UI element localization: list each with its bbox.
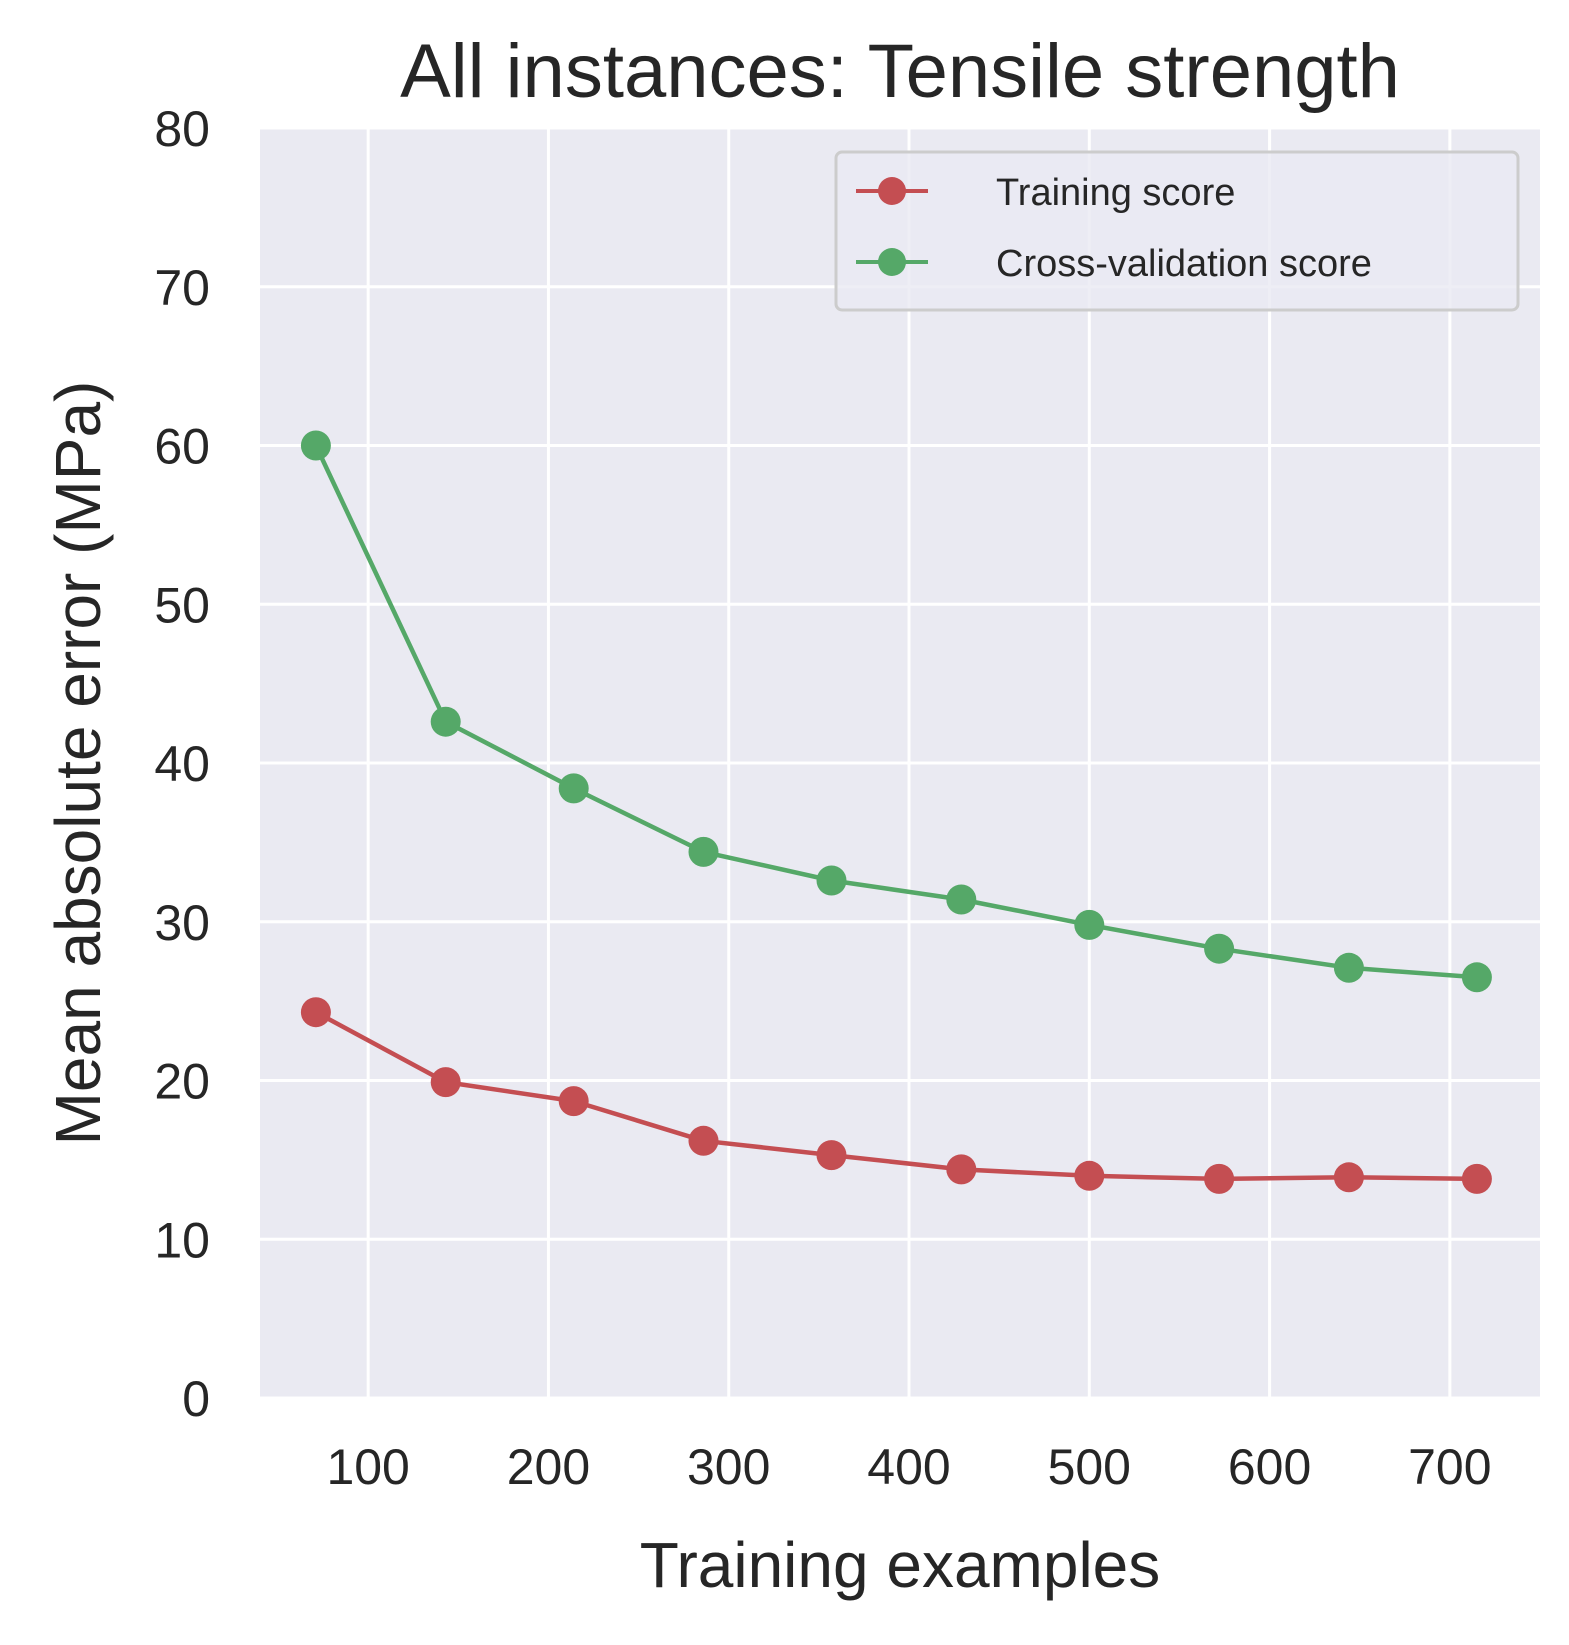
- y-tick-label: 0: [182, 1371, 210, 1427]
- data-point-training: [1333, 1162, 1364, 1193]
- legend-label-training: Training score: [996, 172, 1235, 214]
- legend-entry-cross-validation: Cross-validation score: [856, 243, 1372, 285]
- data-point-training: [816, 1140, 847, 1171]
- data-point-cross-validation: [1333, 952, 1364, 983]
- data-point-cross-validation: [816, 865, 847, 896]
- legend-box: [834, 150, 1520, 312]
- x-tick-label: 300: [687, 1439, 770, 1495]
- y-tick-label: 40: [154, 736, 210, 792]
- data-point-training: [946, 1154, 977, 1185]
- data-series: [300, 430, 1492, 1194]
- x-tick-label: 700: [1408, 1439, 1491, 1495]
- legend-marker-training: [878, 177, 906, 205]
- series-line-training: [313, 1009, 1480, 1182]
- y-tick-label: 20: [154, 1054, 210, 1110]
- y-axis-label: Mean absolute error (MPa): [42, 381, 114, 1146]
- x-tick-label: 600: [1228, 1439, 1311, 1495]
- data-point-cross-validation: [558, 773, 589, 804]
- data-point-cross-validation: [1204, 933, 1235, 964]
- data-point-training: [430, 1067, 461, 1098]
- tick-labels: 100 200 300 400 500 600 700 0 10 20 30 40 50 60 70 80: [154, 101, 1491, 1495]
- y-tick-label: 30: [154, 895, 210, 951]
- data-point-training: [1204, 1163, 1235, 1194]
- data-point-cross-validation: [946, 884, 977, 915]
- chart-title: All instances: Tensile strength: [400, 29, 1400, 114]
- data-point-training: [1461, 1163, 1492, 1194]
- data-point-cross-validation: [1461, 962, 1492, 993]
- x-tick-label: 500: [1048, 1439, 1131, 1495]
- series-line-cross-validation: [313, 443, 1480, 980]
- data-point-cross-validation: [430, 706, 461, 737]
- data-point-cross-validation: [300, 430, 331, 461]
- x-tick-label: 400: [867, 1439, 950, 1495]
- data-point-training: [300, 997, 331, 1028]
- data-point-training: [688, 1125, 719, 1156]
- data-point-cross-validation: [688, 836, 719, 867]
- x-axis-label: Training examples: [640, 1529, 1161, 1601]
- y-tick-label: 10: [154, 1212, 210, 1268]
- y-tick-label: 60: [154, 419, 210, 475]
- data-point-cross-validation: [1074, 909, 1105, 940]
- x-tick-label: 200: [507, 1439, 590, 1495]
- legend-label-cross-validation: Cross-validation score: [996, 243, 1372, 285]
- y-tick-label: 70: [154, 260, 210, 316]
- data-point-training: [558, 1086, 589, 1117]
- legend-marker-cross-validation: [878, 248, 906, 276]
- y-tick-label: 50: [154, 577, 210, 633]
- legend-entry-training: Training score: [856, 172, 1235, 214]
- data-point-training: [1074, 1160, 1105, 1191]
- x-tick-label: 100: [326, 1439, 409, 1495]
- legend: Training score Cross-validation score: [834, 150, 1520, 312]
- y-tick-label: 80: [154, 101, 210, 157]
